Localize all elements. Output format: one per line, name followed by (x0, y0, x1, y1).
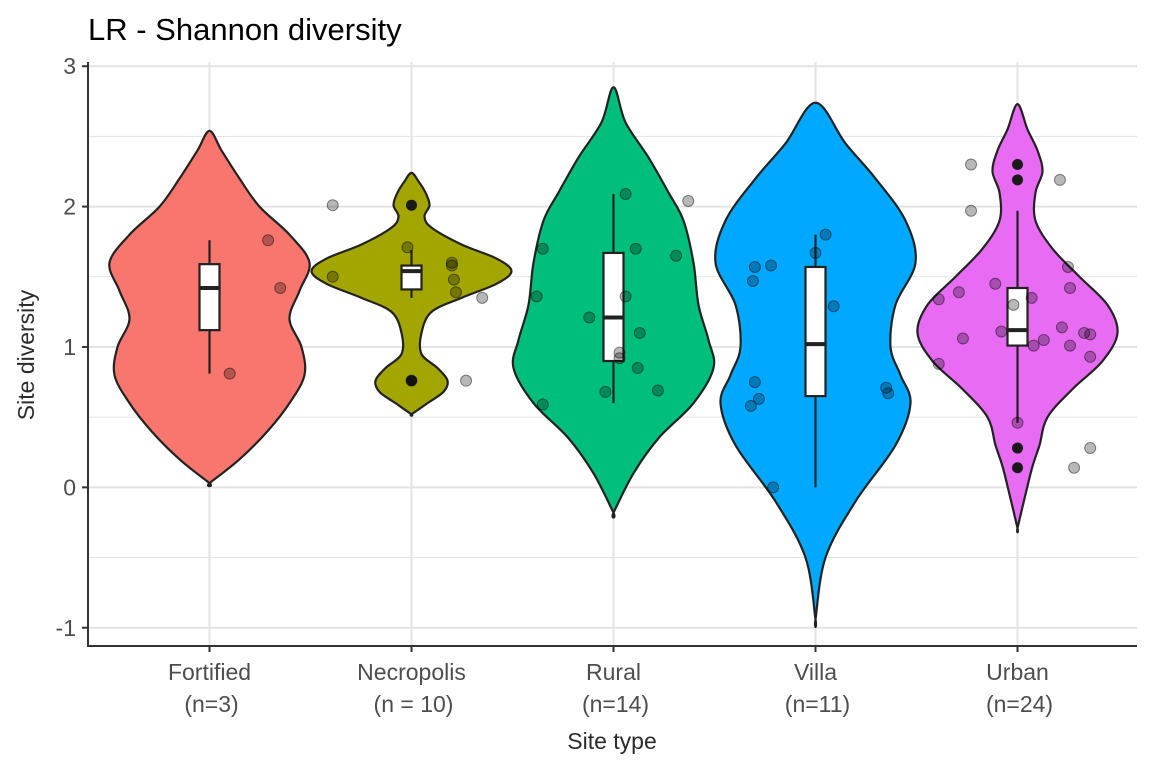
box-outlier (406, 199, 417, 211)
data-point (445, 256, 458, 269)
data-point (326, 270, 339, 283)
x-tick-label: Villa (794, 659, 837, 685)
box-outlier (406, 375, 417, 387)
data-point (613, 346, 626, 359)
x-tick-label-count: (n=14) (582, 691, 649, 717)
data-point (746, 275, 759, 287)
data-point (682, 194, 695, 207)
data-point (530, 290, 543, 303)
data-point (1025, 291, 1038, 304)
y-tick-label: 0 (63, 474, 76, 500)
data-point (965, 204, 978, 217)
data-point (326, 199, 339, 212)
data-point (651, 384, 664, 397)
data-point (1084, 328, 1097, 341)
data-point (827, 300, 840, 313)
data-point (401, 241, 414, 254)
box-iqr (198, 263, 221, 332)
x-axis-title: Site type (567, 728, 657, 754)
data-point (809, 246, 822, 259)
data-point (752, 392, 765, 405)
data-point (670, 249, 683, 262)
boxplots (198, 158, 1029, 488)
data-point (613, 352, 626, 365)
data-point (748, 260, 761, 273)
data-point (405, 374, 418, 387)
x-tick-label-count: (n = 10) (374, 691, 454, 717)
data-point (995, 325, 1008, 338)
data-point (476, 291, 489, 304)
box-iqr (804, 265, 827, 398)
data-point (447, 273, 460, 286)
data-point (1053, 173, 1066, 186)
data-point (274, 282, 287, 295)
y-tick-label: -1 (56, 615, 76, 641)
box-outlier (1012, 462, 1023, 474)
data-point (765, 259, 778, 272)
data-point (629, 242, 642, 255)
data-point (1064, 282, 1077, 295)
y-tick-label: 2 (63, 194, 76, 220)
data-point (956, 332, 969, 345)
data-point (1084, 442, 1097, 455)
data-point (1064, 339, 1077, 352)
data-point (536, 398, 549, 411)
data-point (989, 277, 1002, 290)
data-point (619, 187, 632, 200)
data-point (460, 374, 473, 387)
data-point (449, 286, 462, 299)
data-point (932, 293, 945, 306)
data-point (1062, 260, 1074, 273)
x-tick-label: Rural (586, 659, 641, 685)
box-iqr (400, 264, 423, 291)
data-point (223, 367, 236, 380)
data-point (599, 385, 612, 398)
data-point (1007, 298, 1020, 311)
data-point (1037, 333, 1050, 346)
box-iqr (1006, 286, 1029, 347)
x-tick-label-count: (n=11) (785, 691, 850, 717)
data-point (583, 311, 596, 324)
data-point (744, 399, 757, 412)
box-outlier (1012, 158, 1023, 170)
data-point (1011, 416, 1024, 429)
data-point (619, 290, 632, 303)
data-point (880, 381, 893, 394)
jitter-points (223, 158, 1097, 494)
data-point (262, 234, 275, 247)
data-point (1068, 461, 1081, 474)
data-point (633, 326, 646, 339)
data-point (748, 376, 761, 389)
x-tick-label: Fortified (168, 659, 251, 685)
data-point (1084, 350, 1097, 363)
chart-title: LR - Shannon diversity (88, 12, 402, 47)
data-point (631, 362, 644, 375)
data-point (1027, 339, 1040, 352)
data-point (882, 387, 895, 400)
x-tick-label: Necropolis (357, 659, 466, 685)
box-outlier (1012, 442, 1023, 454)
x-tick-label-count: (n=24) (986, 691, 1053, 717)
x-tick-label: Urban (986, 659, 1049, 685)
data-point (932, 357, 945, 370)
data-point (965, 158, 978, 171)
data-point (819, 228, 832, 241)
box-iqr (602, 251, 625, 363)
data-point (952, 286, 965, 299)
data-point (445, 259, 458, 272)
data-point (1078, 326, 1091, 339)
data-point (536, 242, 549, 255)
data-point (767, 481, 780, 494)
axis-ticks: -1 0 1 2 3 Fortified (n=3) Necropolis (n = 10) Ru… (56, 53, 1054, 717)
x-tick-label-count: (n=3) (184, 691, 238, 717)
box-outlier (1012, 174, 1023, 186)
y-tick-label: 3 (63, 53, 76, 79)
data-point (1055, 321, 1068, 334)
y-axis-title: Site diversity (13, 289, 39, 420)
y-tick-label: 1 (63, 334, 76, 360)
